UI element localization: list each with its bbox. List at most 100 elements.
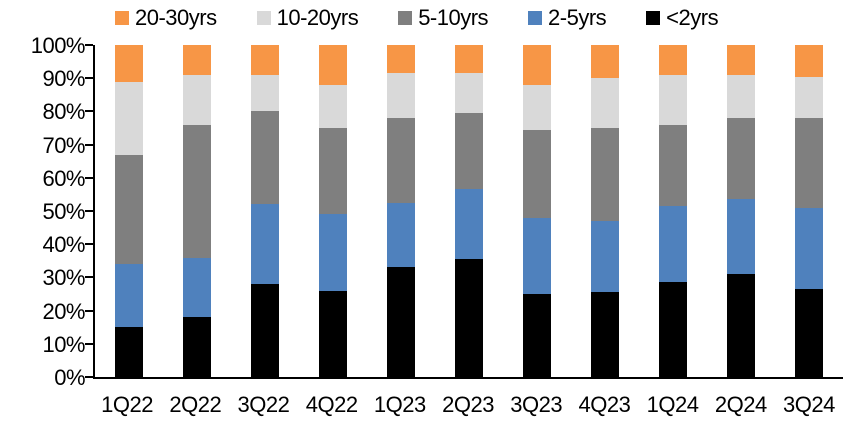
bar-segment-5-10yrs-3Q23	[523, 129, 551, 218]
bar-segment-10-20yrs-3Q24	[795, 76, 823, 119]
bar-segment-<2yrs-2Q24	[727, 274, 755, 377]
bar-segment-<2yrs-2Q22	[183, 317, 211, 377]
y-axis-label-50: 50%	[42, 199, 85, 224]
y-axis-label-60: 60%	[42, 165, 85, 191]
x-axis-label-1Q24: 1Q24	[646, 392, 699, 417]
bar-slot-2Q22	[163, 45, 231, 377]
bar-segment-<2yrs-1Q22	[115, 327, 143, 377]
legend-swatch-lt2yrs	[646, 11, 661, 25]
bar-segment-20-30yrs-3Q22	[251, 45, 279, 75]
x-axis-label-3Q24: 3Q24	[783, 392, 835, 417]
bar-segment-20-30yrs-3Q24	[795, 45, 823, 77]
bar-segment-<2yrs-3Q23	[523, 294, 551, 377]
bar-segment-10-20yrs-4Q22	[319, 84, 347, 129]
bar-segment-2-5yrs-1Q24	[659, 206, 687, 283]
bar-segment-20-30yrs-2Q24	[727, 45, 755, 75]
bar-segment-2-5yrs-4Q22	[319, 214, 347, 291]
y-tick-mark-0	[85, 376, 93, 378]
bar-segment-10-20yrs-1Q22	[115, 81, 143, 155]
bar-segment-2-5yrs-1Q23	[387, 202, 415, 268]
legend-swatch-5-10yrs	[398, 11, 413, 25]
y-tick-mark-100	[85, 44, 93, 46]
bar-segment-10-20yrs-3Q23	[523, 84, 551, 130]
bar-segment-10-20yrs-2Q23	[455, 73, 483, 114]
bar-segment-10-20yrs-1Q23	[387, 73, 415, 119]
stacked-bar-3Q22	[251, 45, 279, 377]
bar-slot-3Q24	[775, 45, 843, 377]
y-axis-label-0: 0%	[54, 365, 85, 390]
bar-segment-5-10yrs-4Q23	[591, 128, 619, 221]
bar-slot-1Q24	[639, 45, 707, 377]
bar-segment-2-5yrs-2Q22	[183, 257, 211, 318]
y-tick-mark-90	[85, 77, 93, 80]
stacked-bar-3Q24	[795, 45, 823, 377]
y-axis-label-80: 80%	[42, 99, 85, 125]
bar-segment-10-20yrs-2Q24	[727, 74, 755, 119]
legend-swatch-2-5yrs	[528, 11, 543, 25]
bar-segment-2-5yrs-3Q23	[523, 217, 551, 294]
stacked-bar-1Q24	[659, 45, 687, 377]
bar-segment-5-10yrs-1Q22	[115, 154, 143, 265]
bar-segment-<2yrs-3Q22	[251, 284, 279, 377]
bar-segment-10-20yrs-1Q24	[659, 74, 687, 125]
stacked-bar-2Q23	[455, 45, 483, 377]
bar-segment-2-5yrs-3Q24	[795, 207, 823, 290]
bar-segment-20-30yrs-4Q22	[319, 45, 347, 85]
y-axis-label-40: 40%	[42, 232, 85, 258]
stacked-bar-4Q22	[319, 45, 347, 377]
bar-segment-20-30yrs-2Q23	[455, 45, 483, 74]
bar-segment-2-5yrs-1Q22	[115, 264, 143, 328]
legend-label-5-10yrs: 5-10yrs	[418, 5, 489, 30]
y-tick-mark-70	[85, 143, 93, 146]
legend-item-2-5yrs: 2-5yrs	[528, 5, 607, 31]
legend-swatch-10-20yrs	[256, 11, 271, 25]
bar-segment-<2yrs-4Q23	[591, 292, 619, 377]
bar-segment-5-10yrs-2Q24	[727, 118, 755, 200]
bar-segment-<2yrs-1Q24	[659, 282, 687, 377]
bar-segment-5-10yrs-1Q24	[659, 124, 687, 207]
legend-label-20-30yrs: 20-30yrs	[135, 5, 217, 30]
legend-label-lt2yrs: <2yrs	[666, 5, 719, 30]
x-axis-label-2Q23: 2Q23	[442, 392, 494, 417]
legend-swatch-20-30yrs	[115, 11, 129, 25]
y-tick-mark-50	[85, 210, 93, 212]
bar-segment-10-20yrs-4Q23	[591, 78, 619, 129]
bar-segment-20-30yrs-3Q23	[523, 45, 551, 85]
bar-segment-2-5yrs-4Q23	[591, 220, 619, 293]
stacked-bar-1Q23	[387, 45, 415, 377]
bar-segment-20-30yrs-1Q23	[387, 45, 415, 74]
bar-segment-2-5yrs-2Q24	[727, 199, 755, 275]
bar-segment-5-10yrs-2Q23	[455, 113, 483, 190]
bar-slot-4Q22	[299, 45, 367, 377]
bar-segment-20-30yrs-2Q22	[183, 45, 211, 75]
bar-segment-5-10yrs-4Q22	[319, 128, 347, 215]
bar-segment-5-10yrs-3Q24	[795, 118, 823, 208]
x-axis: 1Q22 2Q22 3Q22 4Q22 1Q23 2Q23 3Q23 4Q23 1Q24 2Q24…	[93, 392, 843, 418]
bar-segment-20-30yrs-1Q22	[115, 45, 143, 82]
y-tick-mark-80	[85, 110, 93, 113]
stacked-bar-3Q23	[523, 45, 551, 377]
bar-segment-2-5yrs-3Q22	[251, 204, 279, 285]
bar-segment-20-30yrs-4Q23	[591, 45, 619, 79]
bar-segment-10-20yrs-2Q22	[183, 74, 211, 125]
plot-area	[93, 45, 843, 379]
x-axis-label-2Q22: 2Q22	[169, 392, 222, 417]
y-tick-mark-40	[85, 243, 93, 246]
x-axis-label-1Q23: 1Q23	[373, 392, 426, 417]
bar-slot-2Q24	[707, 45, 775, 377]
bar-slot-2Q23	[435, 45, 503, 377]
y-tick-mark-60	[85, 176, 93, 179]
y-axis-label-90: 90%	[42, 66, 85, 92]
stacked-bar-2Q22	[183, 45, 211, 377]
bar-slot-3Q22	[231, 45, 299, 377]
bar-segment-5-10yrs-1Q23	[387, 118, 415, 203]
x-axis-label-3Q23: 3Q23	[510, 392, 563, 417]
bar-segment-<2yrs-4Q22	[319, 290, 347, 377]
legend-item-lt2yrs: <2yrs	[646, 5, 719, 31]
bar-segment-<2yrs-2Q23	[455, 259, 483, 377]
stacked-bar-4Q23	[591, 45, 619, 377]
y-axis-label-100: 100%	[30, 33, 86, 58]
x-axis-label-4Q22: 4Q22	[305, 392, 358, 417]
chart-legend: 20-30yrs 10-20yrs 5-10yrs 2-5yrs <2yrs	[115, 5, 719, 31]
